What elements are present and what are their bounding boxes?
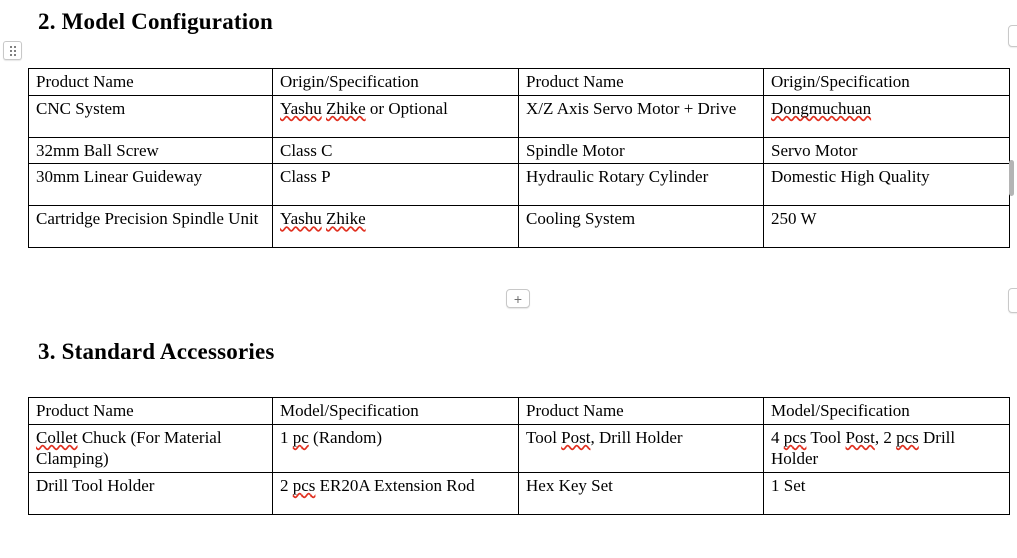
table-cell[interactable]: Cooling System xyxy=(518,205,764,248)
add-column-button-clipped[interactable] xyxy=(1008,288,1017,313)
table-header-cell[interactable]: Model/Specification xyxy=(272,397,519,425)
table-row: 32mm Ball Screw Class C Spindle Motor Se… xyxy=(28,136,1010,164)
table-header-cell[interactable]: Model/Specification xyxy=(763,397,1010,425)
table-cell[interactable]: Class P xyxy=(272,163,519,206)
table-cell[interactable]: 4 pcs Tool Post, 2 pcs Drill Holder xyxy=(763,423,1010,473)
vertical-scrollbar-thumb[interactable] xyxy=(1009,160,1014,196)
grid-dots-icon xyxy=(9,45,16,56)
table-cell[interactable]: 1 Set xyxy=(763,471,1010,515)
table-header-row: Product Name Model/Specification Product… xyxy=(28,397,1010,425)
table-cell[interactable]: Hex Key Set xyxy=(518,471,764,515)
table-standard-accessories[interactable]: Product Name Model/Specification Product… xyxy=(28,397,1010,515)
table-cell[interactable]: Dongmuchuan xyxy=(763,94,1010,138)
table-header-cell[interactable]: Product Name xyxy=(28,68,273,96)
table-cell[interactable]: Yashu Zhike xyxy=(272,205,519,248)
table-header-cell[interactable]: Product Name xyxy=(28,397,273,425)
table-row: Drill Tool Holder 2 pcs ER20A Extension … xyxy=(28,471,1010,515)
section-heading-standard-accessories: 3. Standard Accessories xyxy=(38,339,275,364)
table-cell[interactable]: 30mm Linear Guideway xyxy=(28,163,273,206)
section-heading-model-configuration: 2. Model Configuration xyxy=(38,9,274,34)
table-cell[interactable]: Domestic High Quality xyxy=(763,163,1010,206)
table-cell[interactable]: Tool Post, Drill Holder xyxy=(518,423,764,473)
table-cell[interactable]: 32mm Ball Screw xyxy=(28,136,273,164)
table-cell[interactable]: Collet Chuck (For Material Clamping) xyxy=(28,423,273,473)
table-row: CNC System Yashu Zhike or Optional X/Z A… xyxy=(28,94,1010,138)
table-header-cell[interactable]: Product Name xyxy=(518,68,764,96)
table-cell[interactable]: 250 W xyxy=(763,205,1010,248)
table-row: Cartridge Precision Spindle Unit Yashu Z… xyxy=(28,205,1010,248)
table-model-configuration[interactable]: Product Name Origin/Specification Produc… xyxy=(28,68,1010,248)
add-row-button[interactable]: + xyxy=(506,289,530,308)
table-header-cell[interactable]: Origin/Specification xyxy=(763,68,1010,96)
table-handle-right-clipped[interactable] xyxy=(1008,25,1017,47)
table-cell[interactable]: Cartridge Precision Spindle Unit xyxy=(28,205,273,248)
table-cell[interactable]: Servo Motor xyxy=(763,136,1010,164)
table-cell[interactable]: Drill Tool Holder xyxy=(28,471,273,515)
table-cell[interactable]: CNC System xyxy=(28,94,273,138)
table-cell[interactable]: 2 pcs ER20A Extension Rod xyxy=(272,471,519,515)
table-move-handle-icon[interactable] xyxy=(3,41,22,60)
table-cell[interactable]: 1 pc (Random) xyxy=(272,423,519,473)
table-header-cell[interactable]: Product Name xyxy=(518,397,764,425)
table-row: Collet Chuck (For Material Clamping) 1 p… xyxy=(28,423,1010,473)
table-cell[interactable]: Yashu Zhike or Optional xyxy=(272,94,519,138)
table-header-row: Product Name Origin/Specification Produc… xyxy=(28,68,1010,96)
table-cell[interactable]: Class C xyxy=(272,136,519,164)
table-cell[interactable]: Spindle Motor xyxy=(518,136,764,164)
table-cell[interactable]: X/Z Axis Servo Motor + Drive xyxy=(518,94,764,138)
table-cell[interactable]: Hydraulic Rotary Cylinder xyxy=(518,163,764,206)
table-row: 30mm Linear Guideway Class P Hydraulic R… xyxy=(28,163,1010,206)
table-header-cell[interactable]: Origin/Specification xyxy=(272,68,519,96)
